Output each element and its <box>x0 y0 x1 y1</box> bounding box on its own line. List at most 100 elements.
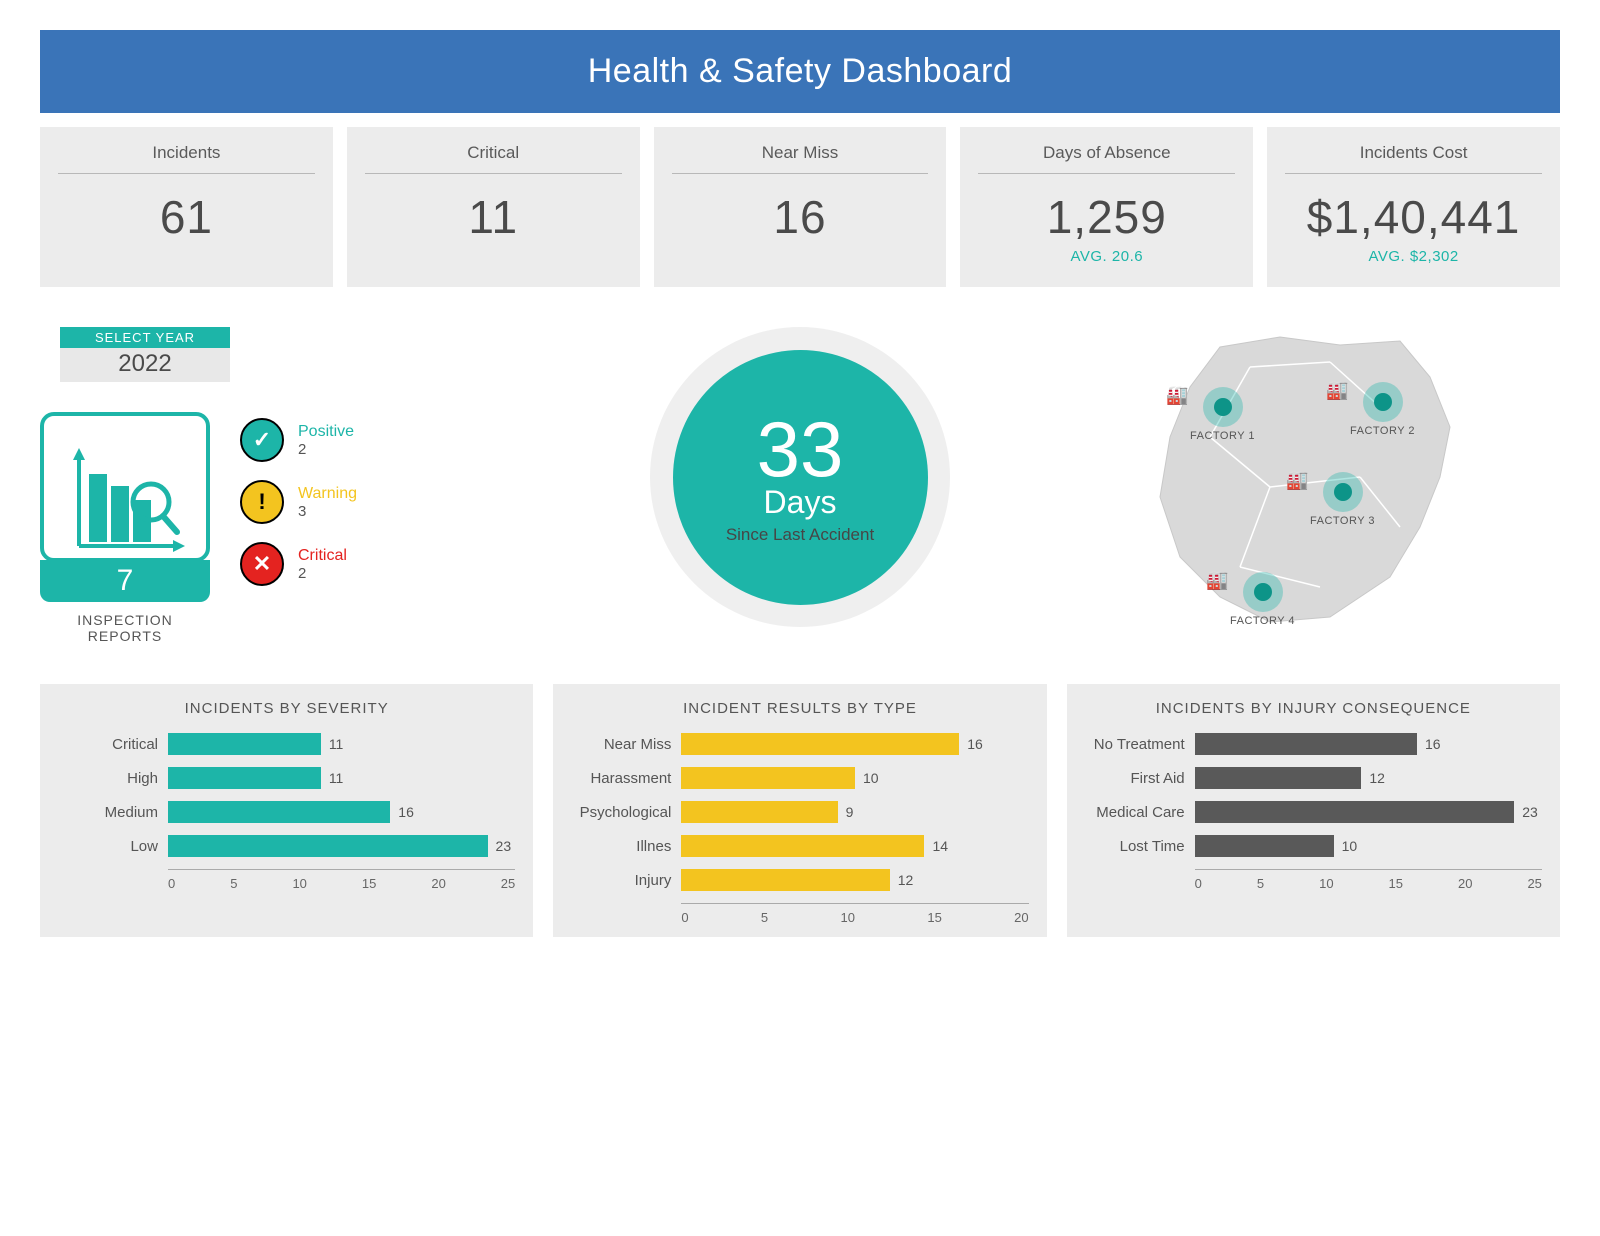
chart-bar-label: Low <box>58 838 168 855</box>
kpi-avg: AVG. 20.6 <box>978 248 1235 265</box>
kpi-value: 1,259 <box>978 190 1235 244</box>
factory-dot-icon <box>1323 472 1363 512</box>
kpi-card: Incidents61 <box>40 127 333 287</box>
chart-x-tick: 10 <box>1319 876 1333 891</box>
chart-bar-row: Illnes 14 <box>571 835 1028 857</box>
status-count: 3 <box>298 503 357 520</box>
chart-bar-fill <box>681 869 889 891</box>
chart-bar-row: Psychological9 <box>571 801 1028 823</box>
kpi-label: Critical <box>365 143 622 174</box>
chart-x-tick: 25 <box>1527 876 1541 891</box>
chart-title: INCIDENTS BY SEVERITY <box>58 700 515 717</box>
chart-bar-value: 11 <box>329 736 344 752</box>
chart-x-tick: 5 <box>761 910 768 925</box>
chart-bar-label: High <box>58 770 168 787</box>
chart-bar-value: 12 <box>1369 770 1385 786</box>
status-label: Warning <box>298 485 357 503</box>
chart-card: INCIDENTS BY INJURY CONSEQUENCE No Treatm… <box>1067 684 1560 937</box>
factory-dot-icon <box>1363 382 1403 422</box>
chart-bar-fill <box>168 733 321 755</box>
kpi-value: 61 <box>58 190 315 244</box>
chart-title: INCIDENTS BY INJURY CONSEQUENCE <box>1085 700 1542 717</box>
factory-icon: 🏭 <box>1206 570 1228 591</box>
year-selector-label: SELECT YEAR <box>60 327 230 348</box>
chart-bar-value: 23 <box>496 838 512 854</box>
status-icon: ! <box>240 480 284 524</box>
chart-x-tick: 5 <box>230 876 237 891</box>
factory-label: FACTORY 1 <box>1190 430 1255 442</box>
chart-card: INCIDENTS BY SEVERITY Critical 11 High11 Med… <box>40 684 533 937</box>
chart-bar-fill <box>681 733 959 755</box>
factory-label: FACTORY 3 <box>1310 515 1375 527</box>
chart-bar-row: Near Miss 16 <box>571 733 1028 755</box>
chart-bar-row: Critical 11 <box>58 733 515 755</box>
status-count: 2 <box>298 565 347 582</box>
chart-x-tick: 0 <box>168 876 175 891</box>
chart-bar-value: 14 <box>932 838 948 854</box>
inspection-reports-card[interactable]: 7 INSPECTION REPORTS <box>40 412 210 644</box>
chart-x-tick: 25 <box>501 876 515 891</box>
factory-marker[interactable]: 🏭FACTORY 1 <box>1190 387 1255 442</box>
kpi-value: 11 <box>365 190 622 244</box>
chart-bar-label: Critical <box>58 736 168 753</box>
chart-bar-label: Near Miss <box>571 736 681 753</box>
factory-label: FACTORY 2 <box>1350 425 1415 437</box>
status-icon: ✕ <box>240 542 284 586</box>
kpi-avg: AVG. $2,302 <box>1285 248 1542 265</box>
days-since-accident-since-label: Since Last Accident <box>726 525 874 545</box>
kpi-row: Incidents61 Critical 11 Near Miss 16 Days of … <box>40 127 1560 287</box>
chart-bar-row: Medical Care 23 <box>1085 801 1542 823</box>
status-count: 2 <box>298 441 354 458</box>
chart-bar-row: Injury12 <box>571 869 1028 891</box>
chart-x-axis: 0510152025 <box>168 869 515 891</box>
kpi-value: 16 <box>672 190 929 244</box>
chart-bar-row: High11 <box>58 767 515 789</box>
factory-marker[interactable]: 🏭FACTORY 3 <box>1310 472 1375 527</box>
chart-x-tick: 15 <box>1389 876 1403 891</box>
days-since-accident-outer: 33 Days Since Last Accident <box>650 327 950 627</box>
kpi-card: Days of Absence 1,259 AVG. 20.6 <box>960 127 1253 287</box>
inspection-status-list: ✓Positive2!Warning3✕Critical2 <box>240 412 357 586</box>
chart-x-tick: 5 <box>1257 876 1264 891</box>
chart-x-axis: 05101520 <box>681 903 1028 925</box>
factory-icon: 🏭 <box>1166 385 1188 406</box>
chart-x-axis: 0 5 10 15 20 25 <box>1195 869 1542 891</box>
days-since-accident-number: 33 <box>757 410 844 488</box>
chart-x-tick: 20 <box>1014 910 1028 925</box>
chart-bar-row: Lost Time10 <box>1085 835 1542 857</box>
chart-bar-label: Psychological <box>571 804 681 821</box>
status-item: ✓ Positive2 <box>240 418 357 462</box>
chart-x-tick: 20 <box>1458 876 1472 891</box>
chart-bar-fill <box>1195 835 1334 857</box>
kpi-label: Days of Absence <box>978 143 1235 174</box>
charts-row: INCIDENTS BY SEVERITY Critical 11 High11 Med… <box>40 684 1560 937</box>
chart-bar-label: No Treatment <box>1085 736 1195 753</box>
year-selector-value: 2022 <box>60 348 230 382</box>
chart-bar-fill <box>1195 733 1417 755</box>
kpi-label: Near Miss <box>672 143 929 174</box>
kpi-card: Incidents Cost$1,40,441AVG. $2,302 <box>1267 127 1560 287</box>
chart-card: INCIDENT RESULTS BY TYPENear Miss16Haras… <box>553 684 1046 937</box>
status-icon: ✓ <box>240 418 284 462</box>
factory-marker[interactable]: 🏭FACTORY 4 <box>1230 572 1295 627</box>
chart-bar-value: 12 <box>898 872 914 888</box>
chart-bar-value: 23 <box>1522 804 1538 820</box>
chart-bar-value: 16 <box>967 736 983 752</box>
chart-bar-row: Harassment10 <box>571 767 1028 789</box>
status-label: Positive <box>298 423 354 441</box>
chart-bar-fill <box>681 801 837 823</box>
factory-marker[interactable]: 🏭FACTORY 2 <box>1350 382 1415 437</box>
inspection-reports-caption: INSPECTION REPORTS <box>40 612 210 644</box>
chart-x-tick: 15 <box>362 876 376 891</box>
chart-bar-row: First Aid12 <box>1085 767 1542 789</box>
days-since-accident-days-label: Days <box>764 484 837 521</box>
days-since-accident-card: 33 Days Since Last Accident <box>673 350 928 605</box>
inspection-reports-count: 7 <box>40 560 210 602</box>
chart-bar-label: Medical Care <box>1085 804 1195 821</box>
chart-bar-row: Medium16 <box>58 801 515 823</box>
chart-x-tick: 0 <box>1195 876 1202 891</box>
chart-bar-label: Illnes <box>571 838 681 855</box>
dashboard-title: Health & Safety Dashboard <box>40 30 1560 113</box>
year-selector[interactable]: SELECT YEAR 2022 <box>60 327 500 382</box>
factory-dot-icon <box>1203 387 1243 427</box>
